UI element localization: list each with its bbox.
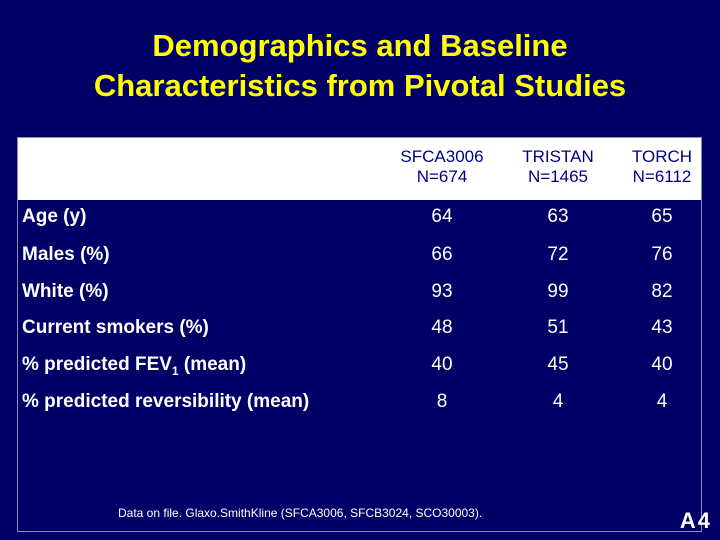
slide-title: Demographics and Baseline Characteristic… [0,26,720,106]
cell-value: 45 [547,354,569,375]
footnote: Data on file. Glaxo.SmithKline (SFCA3006… [118,506,483,520]
title-line-2: Characteristics from Pivotal Studies [93,68,627,103]
column-name: TORCH [631,147,693,166]
cell-value: 65 [651,206,673,227]
cell-value: 66 [431,244,453,265]
column-header-sfca3006: SFCA3006 N=674 [392,147,492,187]
cell-value: 76 [651,244,673,265]
column-n: N=1465 [527,167,589,186]
row-label-males: Males (%) [22,244,110,265]
cell-value: 51 [547,317,569,338]
cell-value: 72 [547,244,569,265]
table-header-band [17,137,702,200]
row-label-current-smokers: Current smokers (%) [22,317,209,338]
column-name: TRISTAN [522,147,594,166]
cell-value: 48 [431,317,453,338]
cell-value: 4 [656,391,668,412]
column-name: SFCA3006 [400,147,484,166]
row-label-white: White (%) [22,281,109,302]
cell-value: 82 [651,281,673,302]
row-label-subscript: 1 [171,363,179,378]
cell-value: 8 [436,391,448,412]
cell-value: 93 [431,281,453,302]
cell-value: 40 [651,354,673,375]
slide-id: A4 [679,508,712,533]
row-label-age: Age (y) [22,206,87,227]
cell-value: 43 [651,317,673,338]
column-n: N=674 [416,167,468,186]
table-frame [17,137,702,532]
cell-value: 40 [431,354,453,375]
cell-value: 64 [431,206,453,227]
column-header-tristan: TRISTAN N=1465 [508,147,608,187]
row-label-reversibility: % predicted reversibility (mean) [22,391,310,412]
row-label-text: (mean) [178,354,247,375]
cell-value: 99 [547,281,569,302]
column-header-torch: TORCH N=6112 [612,147,712,187]
cell-value: 4 [552,391,564,412]
column-n: N=6112 [632,167,692,186]
cell-value: 63 [547,206,569,227]
row-label-text: % predicted FEV [22,354,172,375]
title-line-1: Demographics and Baseline [152,28,568,63]
row-label-fev1: % predicted FEV1 (mean) [22,354,246,382]
